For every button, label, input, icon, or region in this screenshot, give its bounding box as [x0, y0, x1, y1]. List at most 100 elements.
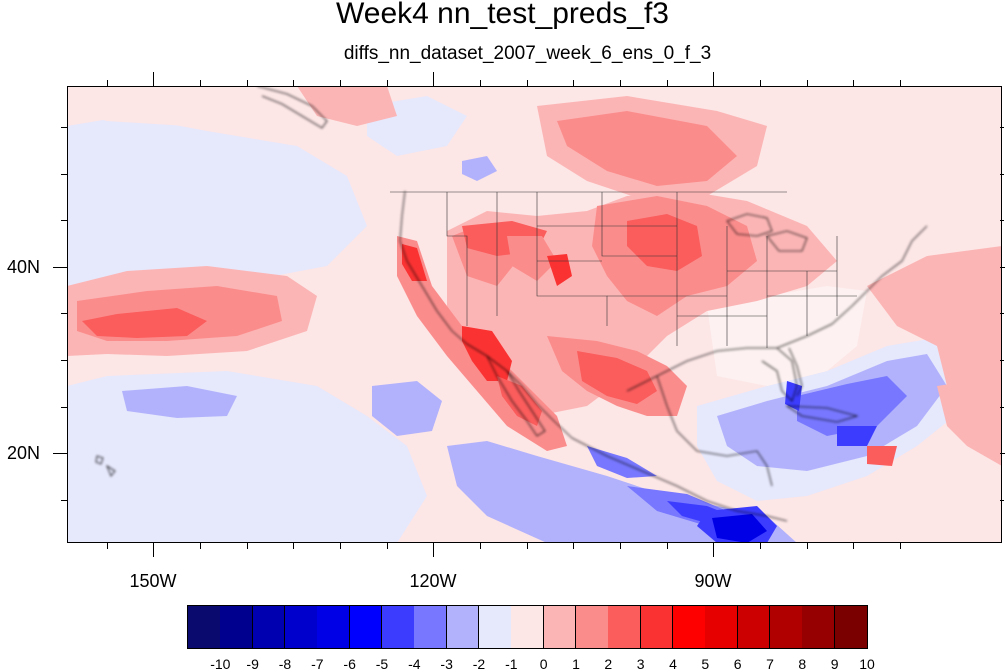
lon-label-120w: 120W [409, 571, 457, 591]
colorbar-swatch [220, 606, 254, 648]
major-tick-bottom [153, 543, 154, 557]
minor-tick-top [760, 80, 761, 86]
map-subtitle: diffs_nn_dataset_2007_week_6_ens_0_f_3 [343, 43, 712, 64]
minor-tick-top [620, 80, 621, 86]
colorbar-tick-label: -2 [472, 656, 486, 672]
minor-tick-top [247, 80, 248, 86]
negative-anomaly-regions [67, 86, 977, 543]
minor-tick-right [1000, 220, 1004, 221]
coastlines-and-borders [95, 86, 928, 522]
colorbar-swatch [382, 606, 415, 648]
colorbar [187, 605, 868, 649]
map-plot-area [67, 86, 1002, 543]
colorbar-swatch [349, 606, 383, 648]
minor-tick-top [667, 80, 668, 86]
colorbar-tick-label: -4 [408, 656, 421, 672]
positive-anomaly-regions [67, 86, 1002, 466]
minor-tick-bottom [107, 543, 108, 549]
minor-tick-bottom [293, 543, 294, 549]
colorbar-swatch [705, 606, 739, 648]
minor-tick-bottom [387, 543, 388, 549]
minor-tick-right [1000, 174, 1004, 175]
major-tick-top [153, 72, 154, 86]
minor-tick-bottom [620, 543, 621, 549]
colorbar-tick-label: -5 [375, 656, 389, 672]
minor-tick-bottom [760, 543, 761, 549]
minor-tick-top [340, 80, 341, 86]
minor-tick-bottom [853, 543, 854, 549]
colorbar-tick-label: -9 [246, 656, 259, 672]
major-tick-right [1000, 453, 1005, 454]
colorbar-swatch [252, 606, 286, 648]
minor-tick-top [480, 80, 481, 86]
minor-tick-top [573, 80, 574, 86]
minor-tick-left [61, 360, 67, 361]
colorbar-swatch [414, 606, 448, 648]
major-tick-bottom [713, 543, 714, 557]
colorbar-tick-label: 8 [798, 656, 807, 672]
colorbar-swatch [770, 606, 803, 648]
minor-tick-top [293, 80, 294, 86]
minor-tick-right [1000, 407, 1004, 408]
anomaly-field-map [67, 86, 1002, 543]
colorbar-swatch [446, 606, 480, 648]
lon-label-150w: 150W [129, 571, 177, 591]
minor-tick-right [1000, 360, 1004, 361]
colorbar-swatch [737, 606, 771, 648]
colorbar-tick-label: -1 [505, 656, 518, 672]
colorbar-tick-label: 3 [636, 656, 645, 672]
minor-tick-top [807, 80, 808, 86]
minor-tick-top [200, 80, 201, 86]
minor-tick-bottom [900, 543, 901, 549]
minor-tick-bottom [480, 543, 481, 549]
colorbar-swatch [576, 606, 609, 648]
colorbar-tick-label: 1 [572, 656, 580, 672]
major-tick-left [53, 267, 67, 268]
minor-tick-bottom [527, 543, 528, 549]
colorbar-swatch [511, 606, 545, 648]
colorbar-tick-label: -3 [440, 656, 453, 672]
minor-tick-bottom [340, 543, 341, 549]
minor-tick-left [61, 407, 67, 408]
colorbar-swatch [285, 606, 318, 648]
colorbar-tick-label: -7 [311, 656, 324, 672]
colorbar-tick-label: 4 [669, 656, 677, 672]
minor-tick-bottom [247, 543, 248, 549]
minor-tick-bottom [667, 543, 668, 549]
colorbar-tick-label: -8 [278, 656, 292, 672]
minor-tick-bottom [807, 543, 808, 549]
lon-label-90w: 90W [694, 571, 732, 591]
colorbar-swatch [543, 606, 577, 648]
colorbar-tick-label: 10 [859, 656, 875, 672]
major-tick-top [713, 72, 714, 86]
major-tick-bottom [433, 543, 434, 557]
minor-tick-left [61, 500, 67, 501]
minor-tick-right [1000, 127, 1004, 128]
major-tick-top [433, 72, 434, 86]
colorbar-swatch [834, 606, 868, 648]
minor-tick-left [61, 313, 67, 314]
minor-tick-right [1000, 313, 1004, 314]
minor-tick-left [61, 220, 67, 221]
minor-tick-bottom [200, 543, 201, 549]
state-borders [390, 191, 857, 348]
colorbar-tick-label: 9 [830, 656, 839, 672]
colorbar-tick-label: 5 [701, 656, 710, 672]
colorbar-swatch [673, 606, 706, 648]
minor-tick-top [853, 80, 854, 86]
colorbar-tick-label: 2 [604, 656, 613, 672]
minor-tick-bottom [573, 543, 574, 549]
colorbar-swatch [608, 606, 642, 648]
colorbar-swatch [802, 606, 836, 648]
minor-tick-top [107, 80, 108, 86]
colorbar-swatch [640, 606, 674, 648]
colorbar-swatch [317, 606, 351, 648]
lat-label-20n: 20N [6, 443, 40, 463]
colorbar-tick-label: 7 [766, 656, 774, 672]
major-tick-right [1000, 267, 1005, 268]
colorbar-swatch [188, 606, 221, 648]
colorbar-tick-label: -6 [343, 656, 356, 672]
colorbar-swatch [479, 606, 512, 648]
minor-tick-right [1000, 500, 1004, 501]
minor-tick-left [61, 174, 67, 175]
